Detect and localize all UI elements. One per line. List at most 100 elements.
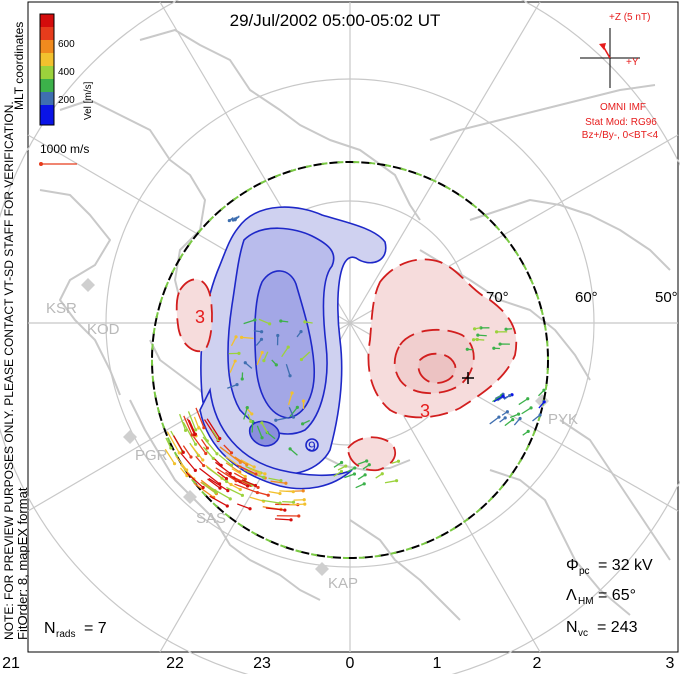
velocity-vector-origin	[260, 421, 264, 425]
velocity-vector-origin	[177, 451, 181, 455]
velocity-vector	[256, 352, 263, 366]
velocity-vector-origin	[258, 471, 262, 475]
velocity-vector	[207, 478, 221, 489]
velocity-vector	[200, 439, 208, 449]
velocity-vector	[268, 490, 281, 495]
velocity-vector	[279, 490, 294, 493]
velocity-vector	[344, 473, 355, 479]
imf-stat-mod-label: Stat Mod: RG96	[585, 117, 657, 128]
mlt-label-0: 0	[346, 655, 355, 672]
velocity-vector	[231, 468, 246, 478]
velocity-vector-origin	[302, 498, 306, 502]
mlt-label-22: 22	[166, 655, 184, 672]
velocity-vector	[234, 483, 258, 494]
imf-y-label: +Y	[626, 57, 639, 68]
velocity-vector-origin	[278, 491, 282, 496]
velocity-vector	[226, 486, 243, 496]
positive-potential-cell	[175, 258, 518, 472]
velocity-vector-origin	[181, 450, 185, 454]
velocity-vector-origin	[248, 507, 252, 511]
velocity-vector-origin	[231, 218, 235, 222]
svg-text:N: N	[566, 619, 578, 636]
velocity-vector-origin	[169, 446, 173, 450]
velocity-vector-origin	[394, 479, 399, 483]
velocity-vector-origin	[234, 335, 238, 339]
velocity-vector	[188, 419, 196, 435]
velocity-vector-origin	[250, 412, 254, 416]
velocity-vector	[289, 503, 305, 506]
svg-text:pc: pc	[579, 566, 590, 577]
velocity-vector-origin	[263, 472, 267, 476]
velocity-vector-origin	[472, 327, 477, 331]
velocity-vector-origin	[243, 474, 247, 479]
velocity-vector-origin	[291, 415, 296, 419]
velocity-vector-origin	[240, 377, 244, 381]
velocity-vector	[261, 499, 281, 504]
fit-info: FitOrder: 8, mapEX format	[15, 487, 30, 640]
velocity-vector	[263, 351, 269, 361]
velocity-vector-origin	[276, 333, 280, 338]
velocity-vector	[201, 482, 217, 494]
velocity-vector	[229, 483, 241, 491]
velocity-vector-origin	[262, 359, 266, 363]
velocity-scale-label: 1000 m/s	[40, 142, 89, 156]
velocity-vector-origin	[234, 479, 238, 483]
svg-text:HM: HM	[578, 596, 594, 607]
velocity-vector-origin	[204, 451, 208, 456]
velocity-vector-origin	[227, 218, 231, 223]
velocity-colorbar	[39, 13, 55, 126]
mlt-label-3: 3	[666, 655, 675, 672]
svg-text:= 7: = 7	[84, 620, 107, 637]
velocity-vector	[268, 477, 282, 482]
velocity-vector-origin	[542, 388, 546, 392]
velocity-vector	[182, 445, 192, 458]
velocity-vector-origin	[217, 482, 222, 486]
velocity-vector-origin	[363, 473, 367, 477]
velocity-vector	[223, 444, 232, 454]
svg-text:rads: rads	[56, 629, 75, 640]
velocity-vector-origin	[542, 400, 546, 404]
velocity-vectors	[164, 215, 546, 522]
velocity-vector-origin	[283, 508, 287, 512]
svg-text:= 65°: = 65°	[598, 587, 636, 604]
lat-label-50: 50°	[655, 289, 678, 306]
velocity-vector-origin	[380, 472, 384, 476]
velocity-vector-origin	[260, 436, 264, 440]
velocity-vector-origin	[497, 415, 501, 419]
velocity-vector-origin	[243, 361, 247, 365]
velocity-vector-origin	[238, 487, 242, 492]
velocity-vector-origin	[225, 479, 229, 484]
velocity-vector	[281, 346, 289, 358]
velocity-vector	[265, 507, 285, 511]
velocity-vector-origin	[229, 451, 234, 455]
station-kap-label: KAP	[328, 575, 358, 592]
velocity-vector-origin	[279, 319, 283, 323]
velocity-vector-origin	[352, 472, 357, 476]
svg-text:Λ: Λ	[566, 587, 577, 604]
velocity-vector-origin	[260, 350, 264, 355]
velocity-vector-origin	[243, 477, 247, 481]
velocity-vector	[256, 425, 263, 439]
velocity-vector-origin	[228, 471, 232, 476]
velocity-vector-origin	[193, 468, 197, 472]
velocity-vector	[219, 446, 241, 463]
plot-border	[27, 1, 679, 653]
velocity-vector-origin	[498, 342, 502, 346]
velocity-vector-origin	[260, 330, 264, 334]
velocity-vector-origin	[193, 432, 197, 436]
velocity-vector	[233, 472, 246, 480]
station-kod-label: KOD	[87, 321, 120, 338]
velocity-vector-origin	[479, 326, 483, 330]
velocity-vector	[241, 336, 254, 339]
velocity-vector-origin	[492, 346, 496, 350]
velocity-vector	[241, 479, 256, 487]
velocity-vector-origin	[278, 501, 282, 505]
mlt-label-2: 2	[533, 655, 542, 672]
velocity-vector	[229, 360, 236, 373]
svg-text:N: N	[44, 620, 56, 637]
velocity-vector	[195, 407, 205, 428]
velocity-vector	[202, 446, 214, 459]
velocity-vector-origin	[201, 485, 205, 490]
velocity-vector	[518, 398, 529, 406]
